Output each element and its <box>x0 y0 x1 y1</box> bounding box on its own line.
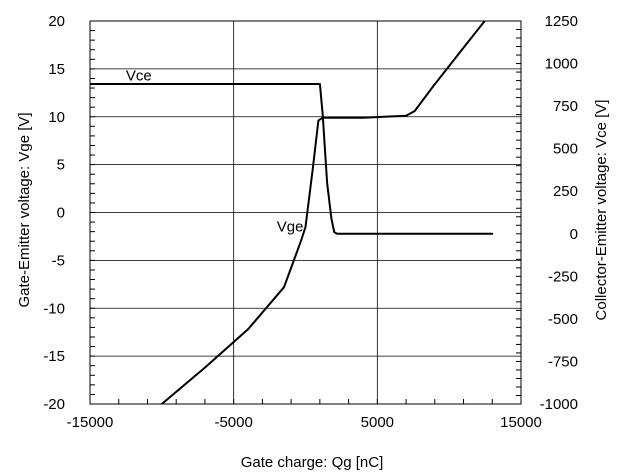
y-left-tick-label: 20 <box>48 13 65 30</box>
y-left-tick-labels: -20 -15 -10 -5 0 5 10 15 20 <box>43 13 65 413</box>
y-left-tick-label: -20 <box>43 396 65 413</box>
annotations: Vce Vge <box>126 68 304 236</box>
series-line-vce <box>90 83 494 235</box>
series-label-vge: Vge <box>277 219 304 236</box>
y-right-tick-label: 0 <box>570 226 578 243</box>
minor-ticks <box>89 20 522 405</box>
x-tick-label: 5000 <box>361 414 394 431</box>
y-left-tick-label: -10 <box>43 300 65 317</box>
y-right-tick-label: -750 <box>548 353 578 370</box>
plot-frame <box>89 20 522 405</box>
y-left-tick-label: 5 <box>57 157 65 174</box>
x-axis-title: Gate charge: Qg [nC] <box>241 454 384 471</box>
series-lines <box>90 21 494 404</box>
y-right-tick-label: -500 <box>548 311 578 328</box>
y-right-tick-label: -1000 <box>540 396 578 413</box>
x-tick-labels: -15000 -5000 5000 15000 <box>67 414 542 431</box>
y-right-tick-label: 250 <box>553 183 578 200</box>
y-left-axis-title: Gate-Emitter voltage: Vge [V] <box>16 112 33 307</box>
y-right-tick-label: -250 <box>548 268 578 285</box>
y-left-tick-label: 15 <box>48 61 65 78</box>
x-tick-label: -15000 <box>67 414 114 431</box>
y-right-tick-label: 1000 <box>545 56 578 73</box>
y-left-tick-label: 0 <box>57 205 65 222</box>
y-right-tick-label: 500 <box>553 141 578 158</box>
y-left-tick-label: -15 <box>43 348 65 365</box>
y-right-tick-labels: -1000 -750 -500 -250 0 250 500 750 1000 1250 <box>540 13 578 413</box>
y-right-axis-title: Collector-Emitter voltage: Vce [V] <box>593 100 610 321</box>
y-right-tick-label: 750 <box>553 98 578 115</box>
x-tick-label: -5000 <box>214 414 252 431</box>
y-left-tick-label: -5 <box>52 252 65 269</box>
x-tick-label: 15000 <box>500 414 542 431</box>
series-label-vce: Vce <box>126 68 152 85</box>
grid <box>90 21 521 404</box>
y-right-tick-label: 1250 <box>545 13 578 30</box>
y-left-tick-label: 10 <box>48 109 65 126</box>
